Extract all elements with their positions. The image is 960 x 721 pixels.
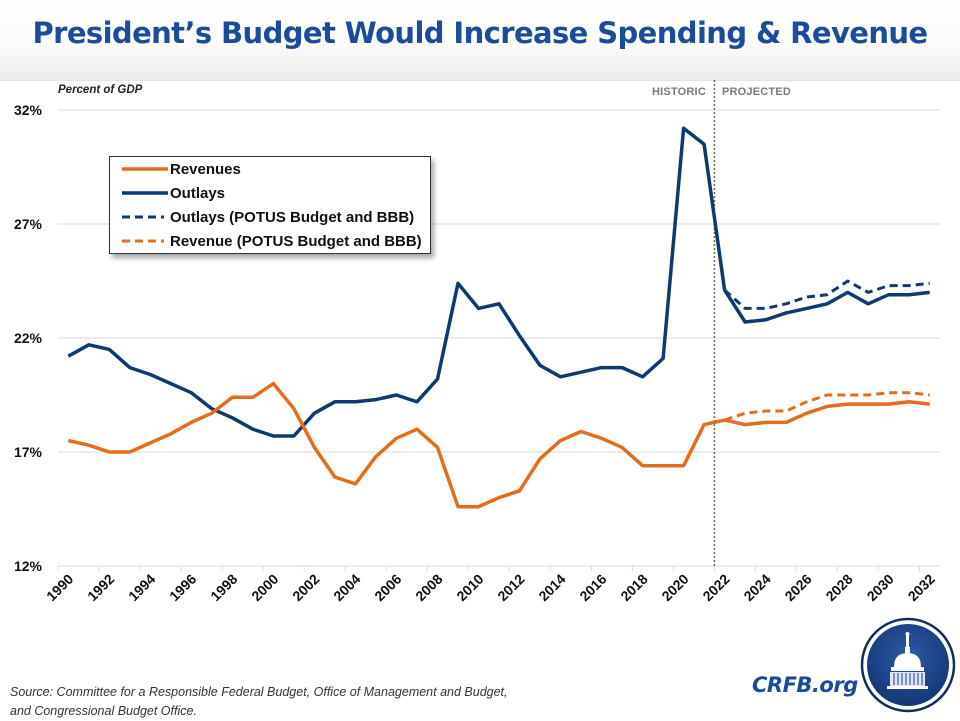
x-tick-label: 2006 xyxy=(371,571,404,604)
y-axis-label: Percent of GDP xyxy=(58,84,143,96)
header-banner xyxy=(0,0,960,81)
legend-label: Outlays xyxy=(170,184,226,202)
source-line-2: and Congressional Budget Office. xyxy=(10,704,197,718)
x-tick-label: 1994 xyxy=(125,571,158,604)
y-tick-label: 17% xyxy=(14,444,43,460)
x-tick-label: 2026 xyxy=(781,571,814,604)
legend-swatch-revenues xyxy=(122,167,168,171)
capitol-dome-icon xyxy=(860,617,956,713)
legend-swatch-outlays-potus xyxy=(122,215,164,219)
y-tick-label: 12% xyxy=(14,558,43,574)
historic-label: HISTORIC xyxy=(652,86,706,98)
series-lines xyxy=(67,126,930,509)
x-tick-label: 2028 xyxy=(822,571,855,604)
y-tick-label: 22% xyxy=(14,330,43,346)
source-note: Source: Committee for a Responsible Fede… xyxy=(10,683,508,721)
legend-item-revenue-potus: Revenue (POTUS Budget and BBB) xyxy=(120,229,422,253)
legend-swatch-outlays xyxy=(122,191,168,195)
x-tick-label: 1998 xyxy=(207,571,240,604)
gridlines xyxy=(58,109,940,567)
x-tick-label: 2000 xyxy=(248,571,281,604)
x-axis: 1990 1992 1994 1996 1998 2000 2002 2004 2006 2008… xyxy=(43,566,938,604)
x-tick-label: 2008 xyxy=(412,571,445,604)
source-line-1: Source: Committee for a Responsible Fede… xyxy=(10,685,508,699)
page-title: President’s Budget Would Increase Spendi… xyxy=(32,16,928,50)
legend-item-outlays-potus: Outlays (POTUS Budget and BBB) xyxy=(120,205,414,229)
legend-swatch-revenue-potus xyxy=(122,239,164,243)
legend-label: Outlays (POTUS Budget and BBB) xyxy=(170,208,415,226)
y-axis-ticks: 12% 17% 22% 27% 32% xyxy=(14,102,43,574)
legend-item-outlays: Outlays xyxy=(120,181,225,205)
x-tick-label: 2004 xyxy=(330,571,363,604)
x-tick-label: 2014 xyxy=(535,571,568,604)
x-tick-label: 1992 xyxy=(84,571,117,604)
x-tick-label: 2010 xyxy=(453,571,486,604)
x-tick-label: 2030 xyxy=(863,571,896,604)
series-line-outlays xyxy=(67,126,930,438)
x-tick-label: 2012 xyxy=(494,571,527,604)
x-tick-label: 2024 xyxy=(740,571,773,604)
y-tick-label: 27% xyxy=(14,216,43,232)
series-line-revenue-potus-budget-and-bbb xyxy=(724,391,930,422)
legend-item-revenues: Revenues xyxy=(120,157,241,181)
legend-label: Revenues xyxy=(170,160,241,178)
x-tick-label: 1990 xyxy=(43,571,76,604)
x-tick-label: 2022 xyxy=(699,571,732,604)
y-tick-label: 32% xyxy=(14,102,43,118)
x-tick-label: 2020 xyxy=(658,571,691,604)
series-line-revenues xyxy=(67,381,930,509)
x-tick-label: 1996 xyxy=(166,571,199,604)
x-tick-label: 2032 xyxy=(905,571,938,604)
series-line-outlays-potus-budget-and-bbb xyxy=(723,279,930,310)
chart-legend: Revenues Outlays Outlays (POTUS Budget a… xyxy=(109,156,431,254)
brand-link[interactable]: CRFB.org xyxy=(752,673,858,697)
x-tick-label: 2018 xyxy=(617,571,650,604)
legend-label: Revenue (POTUS Budget and BBB) xyxy=(170,232,422,250)
projected-label: PROJECTED xyxy=(722,86,792,98)
x-tick-label: 2016 xyxy=(576,571,609,604)
x-tick-label: 2002 xyxy=(289,571,322,604)
